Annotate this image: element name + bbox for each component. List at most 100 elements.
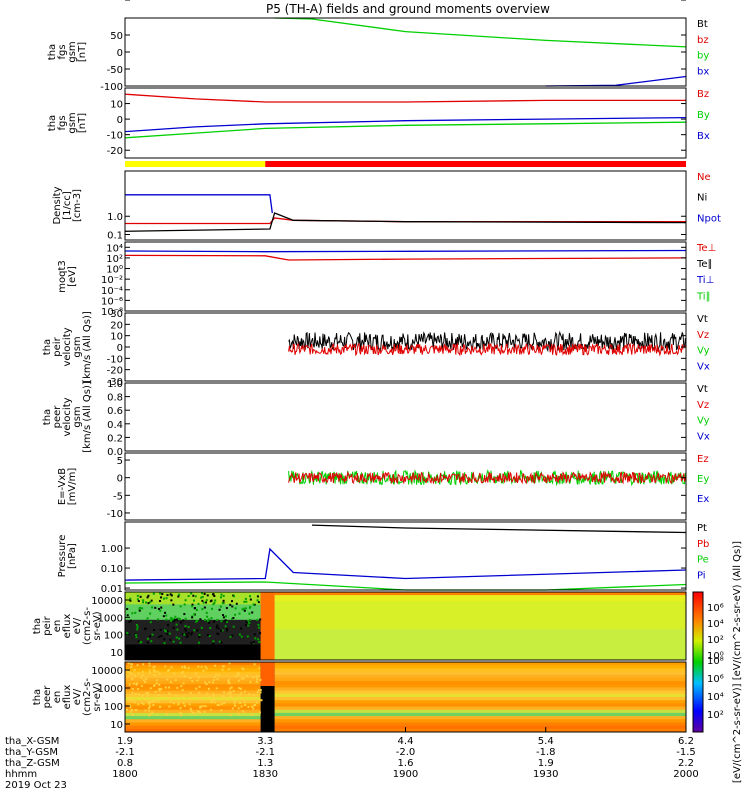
spectrogram-cell: [274, 709, 686, 714]
spectrogram-cell: [125, 641, 270, 646]
spectrogram-cell: [274, 706, 686, 711]
y-tick-label: 10: [110, 648, 123, 659]
spectrogram-speck: [245, 600, 248, 603]
spectrogram-speck: [187, 626, 190, 629]
y-tick-label: 0.1: [107, 231, 123, 242]
spectrogram-speck: [242, 677, 245, 680]
spectrogram-speck: [203, 592, 206, 595]
spectrogram-speck: [220, 709, 223, 712]
spectrogram-speck: [163, 642, 166, 645]
spectrogram-speck: [223, 691, 226, 694]
spectrogram-speck: [177, 617, 180, 620]
series-Ez: [288, 470, 686, 485]
spectrogram-cell: [125, 638, 270, 642]
spectrogram-cell: [274, 700, 686, 704]
legend-Ex: Ex: [697, 494, 709, 505]
spectrogram-speck: [171, 618, 174, 621]
spectrogram-speck: [205, 611, 208, 614]
x-tick-label: 1.9: [538, 758, 554, 769]
spectrogram-cell: [274, 632, 686, 636]
spectrogram-speck: [195, 609, 198, 612]
spectrogram-cell: [125, 592, 270, 596]
spectrogram-speck: [255, 680, 258, 683]
spectrogram-speck: [174, 615, 177, 618]
spectrogram-speck: [179, 605, 182, 608]
y-tick-label: 100.0: [94, 0, 123, 3]
spectrogram-speck: [201, 599, 204, 602]
spectrogram-speck: [188, 703, 191, 706]
spectrogram-speck: [212, 640, 215, 643]
spectrogram-speck: [153, 700, 156, 703]
spectrogram-speck: [199, 706, 202, 709]
spectrogram-speck: [197, 602, 200, 605]
spectrogram-speck: [125, 708, 128, 711]
spectrogram-speck: [142, 601, 145, 604]
spectrogram-cell: [274, 598, 686, 602]
y-tick-label: 10⁴: [106, 243, 123, 254]
spectrogram-speck: [190, 709, 193, 712]
spectrogram-speck: [179, 707, 182, 710]
spectrogram-cell: [274, 722, 686, 727]
y-tick-label: 0.8: [107, 393, 123, 404]
spectrogram-speck: [160, 596, 163, 599]
y-axis-label: peir: [42, 615, 53, 635]
spectrogram-speck: [198, 685, 201, 688]
spectrogram-cell: [274, 674, 686, 679]
spectrogram-cell: [274, 619, 686, 624]
spectrogram-speck: [189, 691, 192, 694]
spectrogram-speck: [259, 689, 262, 692]
spectrogram-speck: [218, 608, 221, 611]
spectrogram-cell: [125, 722, 261, 727]
spectrogram-speck: [181, 666, 184, 669]
spectrogram-speck: [196, 679, 199, 682]
spectrogram-speck: [202, 601, 205, 604]
spectrogram-speck: [237, 673, 240, 676]
spectrogram-speck: [151, 633, 154, 636]
spectrogram-speck: [231, 707, 234, 710]
spectrogram-speck: [220, 629, 223, 632]
y-tick-label: 1000: [98, 613, 123, 624]
panel-peir_en_eflux: 10000 1000 100 10 tha peir en eflux eV/(cm2-s-sr…: [32, 591, 687, 661]
spectrogram-speck: [191, 605, 194, 608]
spectrogram-cell: [125, 601, 270, 605]
spectrogram-speck: [183, 675, 186, 678]
spectrogram-speck: [148, 702, 151, 705]
x-tick-label: 1900: [393, 769, 418, 780]
spectrogram-speck: [249, 595, 252, 598]
spectrogram-speck: [168, 669, 171, 672]
x-tick-label: 2000: [673, 769, 698, 780]
spectrogram-speck: [207, 618, 210, 621]
spectrogram-speck: [148, 713, 151, 716]
spectrogram-speck: [133, 674, 136, 677]
spectrogram-speck: [159, 609, 162, 612]
spectrogram-speck: [256, 691, 259, 694]
spectrogram-speck: [216, 704, 219, 707]
spectrogram-cell: [274, 653, 686, 658]
y-tick-label: -20: [107, 366, 123, 377]
spectrogram-speck: [209, 627, 212, 630]
spectrogram-speck: [250, 705, 253, 708]
spectrogram-speck: [237, 707, 240, 710]
spectrogram-speck: [129, 706, 132, 709]
spectrogram-speck: [166, 632, 169, 635]
spectrogram-speck: [238, 694, 241, 697]
spectrogram-speck: [147, 602, 150, 605]
spectrogram-speck: [218, 674, 221, 677]
spectrogram-speck: [214, 701, 217, 704]
spectrogram-speck: [212, 694, 215, 697]
spectrogram-speck: [218, 640, 221, 643]
spectrogram-speck: [138, 609, 141, 612]
spectrogram-speck: [173, 617, 176, 620]
spectrogram-speck: [184, 629, 187, 632]
spectrogram-speck: [133, 669, 136, 672]
legend-Vy: Vy: [697, 346, 710, 357]
spectrogram-cell: [125, 610, 270, 615]
spectrogram-speck: [195, 687, 198, 690]
spectrogram-speck: [197, 641, 200, 644]
spectrogram-speck: [136, 598, 139, 601]
spectrogram-speck: [206, 594, 209, 597]
spectrogram-speck: [192, 599, 195, 602]
colorbar: [692, 591, 704, 733]
